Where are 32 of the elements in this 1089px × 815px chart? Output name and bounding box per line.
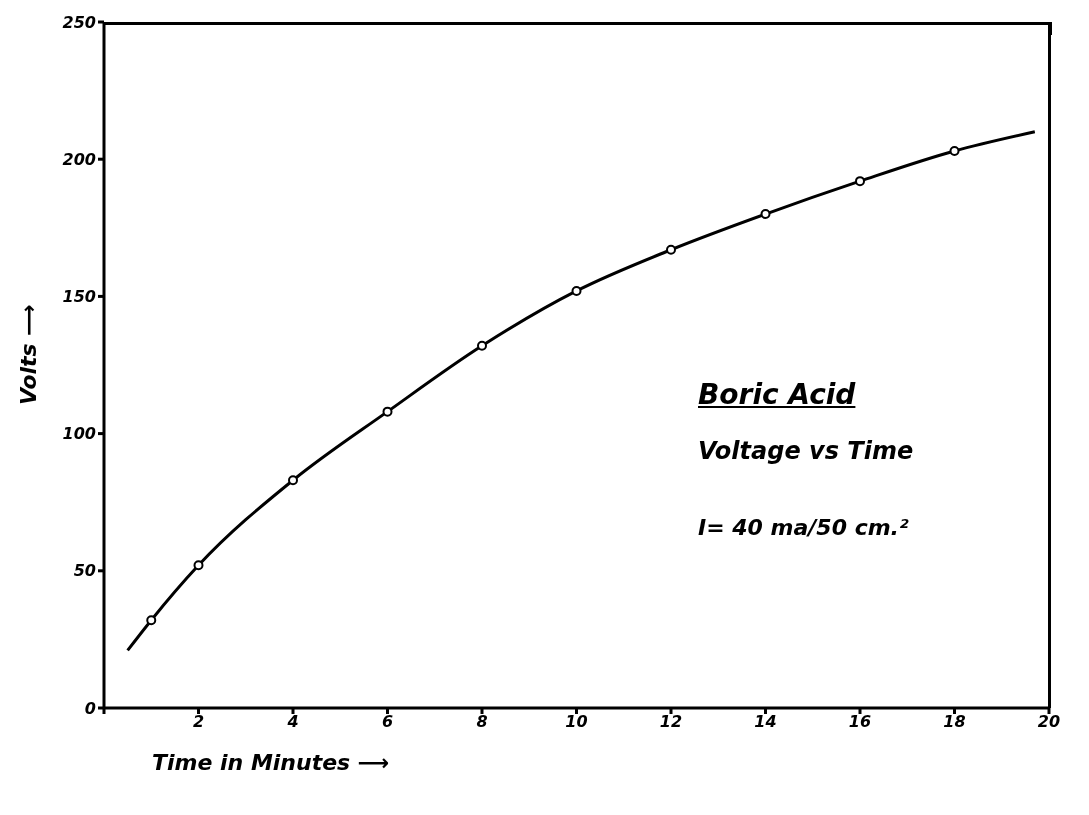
x-tick-label: 14 bbox=[754, 712, 777, 732]
point bbox=[571, 285, 582, 296]
y-tick-label: 50 bbox=[73, 561, 96, 581]
x-tick-label: 12 bbox=[659, 712, 683, 732]
x-tick-label: 8 bbox=[476, 712, 488, 732]
y-axis-title: Volts ⟶ bbox=[15, 304, 41, 405]
x-axis-title: Time in Minutes ⟶ bbox=[152, 750, 390, 775]
y-tick-label: 250 bbox=[62, 12, 96, 32]
text: Boric Acid bbox=[698, 378, 857, 411]
y-tick-label: 100 bbox=[62, 424, 96, 444]
y-tick-label: 0 bbox=[84, 698, 96, 718]
text: Voltage vs Time bbox=[698, 437, 914, 465]
x-tick-label: 10 bbox=[565, 712, 588, 732]
point bbox=[146, 615, 157, 626]
point bbox=[949, 145, 960, 156]
x-tick-label: 2 bbox=[192, 712, 205, 732]
x-tick-label: 6 bbox=[381, 712, 394, 732]
point bbox=[193, 560, 204, 571]
point bbox=[855, 176, 865, 187]
x-tick-label: 16 bbox=[848, 712, 872, 732]
point bbox=[477, 340, 487, 351]
y-tick-label: 150 bbox=[62, 287, 96, 307]
point bbox=[666, 244, 676, 255]
y-tick-label: 200 bbox=[62, 149, 96, 169]
point bbox=[288, 475, 298, 486]
annotation: I= 40 ma/50 cm.² bbox=[698, 515, 910, 540]
point bbox=[760, 209, 771, 220]
x-tick-label: 4 bbox=[286, 712, 299, 732]
line-series bbox=[126, 130, 1037, 652]
x-tick-label: 18 bbox=[943, 712, 966, 732]
x-tick-label: 20 bbox=[1037, 712, 1061, 732]
point bbox=[382, 406, 393, 417]
